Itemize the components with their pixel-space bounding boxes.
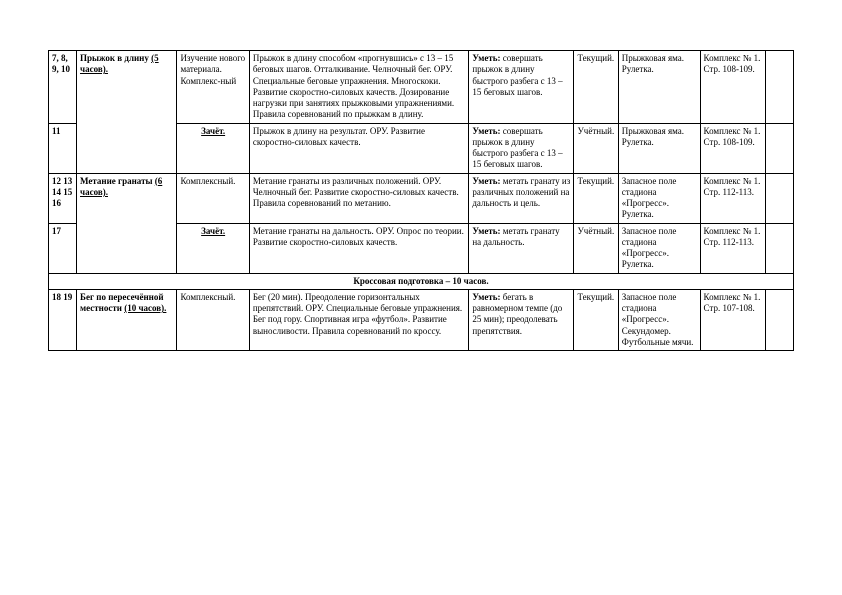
section-header: Кроссовая подготовка – 10 часов.	[49, 273, 794, 289]
control-cell: Текущий.	[574, 173, 618, 223]
homework-cell: Комплекс № 1. Стр. 112-113.	[700, 173, 765, 223]
equipment-cell: Запасное поле стадиона «Прогресс». Рулет…	[618, 173, 700, 223]
topic-cell: Бег по пересечённой местности (10 часов)…	[77, 289, 177, 350]
lesson-num: 17	[49, 223, 77, 273]
lesson-type: Комплексный.	[177, 289, 249, 350]
table-row: 18 19 Бег по пересечённой местности (10 …	[49, 289, 794, 350]
topic-cell: Метание гранаты (6 часов).	[77, 173, 177, 273]
section-header-row: Кроссовая подготовка – 10 часов.	[49, 273, 794, 289]
lesson-type: Изучение нового материала. Комплекс-ный	[177, 51, 249, 124]
topic-hours: (10 часов).	[124, 303, 166, 313]
empty-cell	[765, 289, 793, 350]
lesson-type: Комплексный.	[177, 173, 249, 223]
skills-cell: Уметь: совершать прыжок в длину быстрого…	[469, 51, 574, 124]
homework-cell: Комплекс № 1. Стр. 108-109.	[700, 51, 765, 124]
lesson-num: 12 13 14 15 16	[49, 173, 77, 223]
skills-label: Уметь:	[472, 226, 500, 236]
control-cell: Текущий.	[574, 51, 618, 124]
lesson-num: 11	[49, 123, 77, 173]
page: 7, 8, 9, 10 Прыжок в длину (5 часов). Из…	[0, 0, 842, 391]
lesson-content: Бег (20 мин). Преодоление горизонтальных…	[249, 289, 469, 350]
skills-cell: Уметь: метать гранату из различных полож…	[469, 173, 574, 223]
table-body: 7, 8, 9, 10 Прыжок в длину (5 часов). Из…	[49, 51, 794, 351]
lesson-content: Метание гранаты из различных положений. …	[249, 173, 469, 223]
homework-cell: Комплекс № 1. Стр. 107-108.	[700, 289, 765, 350]
skills-cell: Уметь: бегать в равномерном темпе (до 25…	[469, 289, 574, 350]
empty-cell	[765, 173, 793, 223]
topic-cell: Прыжок в длину (5 часов).	[77, 51, 177, 174]
control-cell: Учётный.	[574, 223, 618, 273]
equipment-cell: Прыжковая яма. Рулетка.	[618, 51, 700, 124]
equipment-cell: Запасное поле стадиона «Прогресс». Рулет…	[618, 223, 700, 273]
lesson-type: Зачёт.	[177, 123, 249, 173]
homework-cell: Комплекс № 1. Стр. 112-113.	[700, 223, 765, 273]
lesson-content: Метание гранаты на дальность. ОРУ. Опрос…	[249, 223, 469, 273]
lesson-content: Прыжок в длину способом «прогнувшись» с …	[249, 51, 469, 124]
control-cell: Текущий.	[574, 289, 618, 350]
curriculum-table: 7, 8, 9, 10 Прыжок в длину (5 часов). Из…	[48, 50, 794, 351]
control-cell: Учётный.	[574, 123, 618, 173]
lesson-type: Зачёт.	[177, 223, 249, 273]
lesson-num: 7, 8, 9, 10	[49, 51, 77, 124]
skills-cell: Уметь: совершать прыжок в длину быстрого…	[469, 123, 574, 173]
empty-cell	[765, 223, 793, 273]
empty-cell	[765, 51, 793, 124]
skills-label: Уметь:	[472, 126, 500, 136]
skills-cell: Уметь: метать гранату на дальность.	[469, 223, 574, 273]
topic-title: Прыжок в длину	[80, 53, 149, 63]
skills-label: Уметь:	[472, 292, 500, 302]
skills-label: Уметь:	[472, 53, 500, 63]
homework-cell: Комплекс № 1. Стр. 108-109.	[700, 123, 765, 173]
empty-cell	[765, 123, 793, 173]
table-row: 12 13 14 15 16 Метание гранаты (6 часов)…	[49, 173, 794, 223]
lesson-num: 18 19	[49, 289, 77, 350]
equipment-cell: Запасное поле стадиона «Прогресс». Секун…	[618, 289, 700, 350]
skills-label: Уметь:	[472, 176, 500, 186]
table-row: 7, 8, 9, 10 Прыжок в длину (5 часов). Из…	[49, 51, 794, 124]
equipment-cell: Прыжковая яма. Рулетка.	[618, 123, 700, 173]
lesson-content: Прыжок в длину на результат. ОРУ. Развит…	[249, 123, 469, 173]
topic-title: Метание гранаты	[80, 176, 153, 186]
